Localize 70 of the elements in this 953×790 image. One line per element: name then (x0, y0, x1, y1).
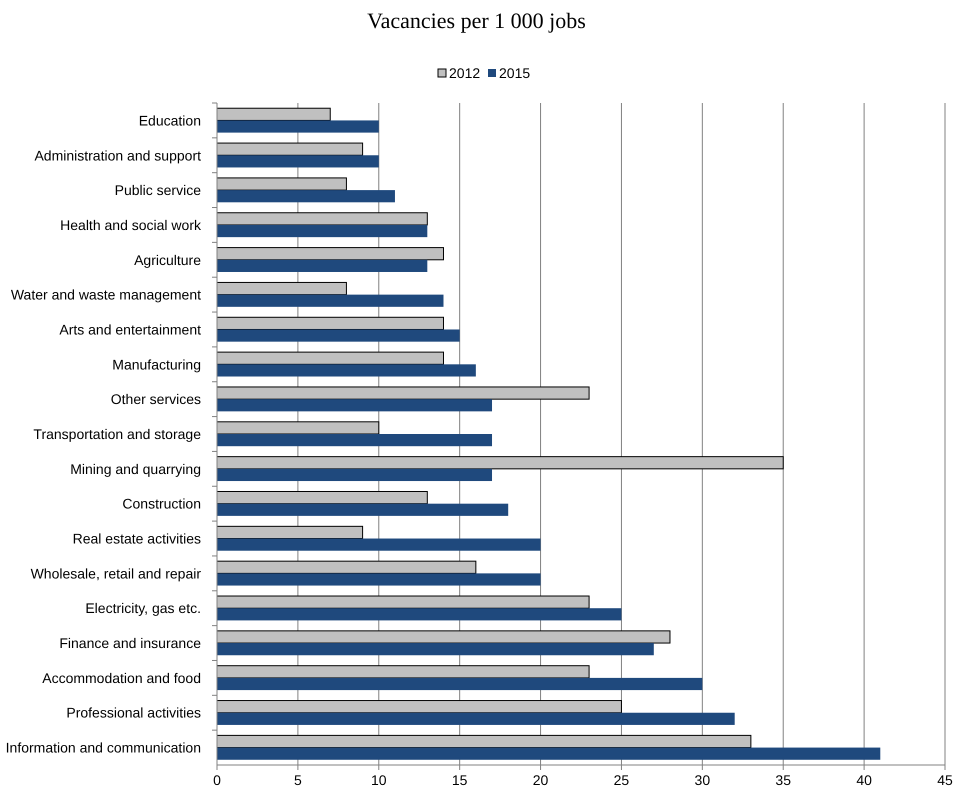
bar (217, 260, 428, 272)
y-tick-label: Information and communication (6, 740, 201, 756)
x-tick-label: 25 (614, 772, 630, 788)
bar (217, 434, 492, 446)
y-tick-label: Water and waste management (10, 286, 202, 303)
bar (216, 560, 476, 574)
bar (216, 526, 364, 540)
y-tick-label: Manufacturing (112, 356, 201, 372)
x-tick-label: 5 (294, 772, 302, 788)
bar (217, 468, 492, 482)
bar (216, 734, 752, 748)
y-tick-label: Electricity, gas etc. (85, 600, 201, 616)
bar (216, 490, 428, 504)
y-tick-label: Accommodation and food (42, 670, 201, 686)
legend-label: 2012 (449, 65, 480, 81)
bar (216, 142, 364, 156)
y-tick-label: Real estate activities (72, 530, 201, 547)
bar (217, 504, 508, 516)
y-tick-label: Administration and support (34, 147, 202, 164)
x-tick-label: 15 (452, 772, 468, 788)
bar (216, 108, 331, 121)
y-tick-label: Arts and entertainment (59, 321, 202, 338)
chart-title: Vacancies per 1 000 jobs (367, 8, 586, 33)
x-tick-label: 40 (856, 772, 872, 788)
bar (216, 456, 784, 470)
y-tick-label: Health and social work (60, 216, 202, 233)
y-tick-label: Agriculture (134, 252, 202, 268)
bar (217, 294, 444, 307)
bar (216, 352, 444, 365)
x-tick-label: 10 (370, 772, 387, 788)
bar (216, 177, 347, 191)
bar (216, 630, 670, 644)
bar (216, 665, 590, 678)
bar (217, 364, 476, 377)
bar (217, 190, 395, 202)
bar (216, 316, 444, 330)
y-tick-label: Finance and insurance (59, 635, 202, 652)
bar (216, 596, 590, 609)
y-tick-label: Education (138, 112, 201, 128)
bar (217, 608, 622, 620)
y-tick-label: Construction (122, 496, 201, 512)
x-tick-label: 45 (937, 772, 953, 788)
y-tick-label: Professional activities (66, 704, 201, 721)
bar (216, 700, 622, 714)
bar (217, 399, 492, 412)
bar (216, 212, 428, 226)
bar (217, 329, 460, 342)
bar (217, 120, 379, 133)
bar (217, 748, 880, 760)
x-tick-label: 0 (213, 772, 222, 788)
bar (217, 678, 702, 690)
y-tick-label: Public service (114, 182, 202, 198)
x-tick-label: 35 (775, 772, 792, 788)
bar (217, 712, 735, 725)
bar (217, 538, 541, 551)
y-tick-label: Wholesale, retail and repair (30, 565, 202, 582)
bar (217, 155, 379, 168)
y-tick-label: Mining and quarrying (70, 460, 201, 477)
bar (216, 386, 590, 400)
x-tick-label: 30 (694, 772, 710, 788)
bar (217, 224, 428, 238)
bar (217, 643, 654, 656)
bar (216, 282, 347, 296)
legend-label: 2015 (499, 65, 530, 81)
bar (216, 421, 380, 434)
x-tick-label: 20 (532, 772, 549, 788)
bar (216, 247, 444, 260)
y-tick-label: Transportation and storage (33, 426, 202, 442)
bar (217, 573, 541, 586)
y-tick-label: Other services (110, 391, 201, 408)
